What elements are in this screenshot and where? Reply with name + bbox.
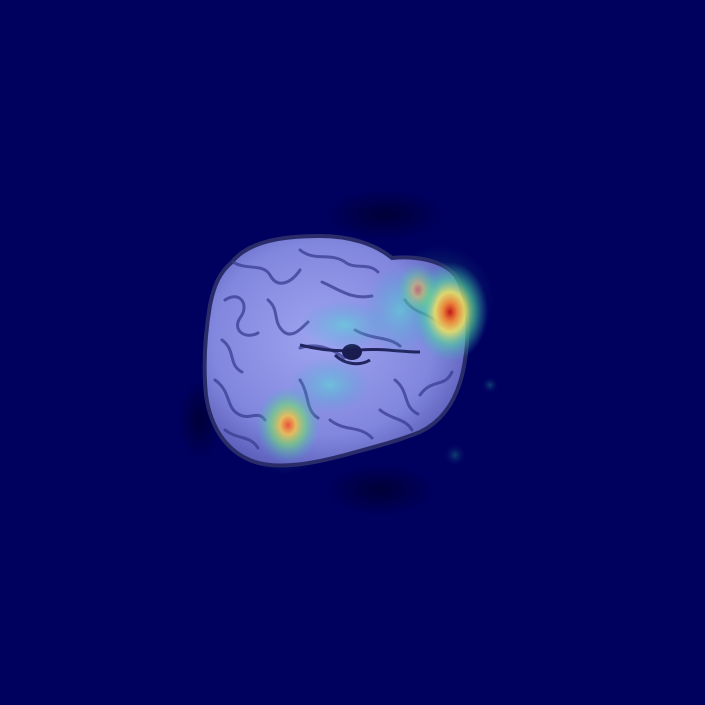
heatmap-hotspot-secondary — [396, 262, 440, 318]
heatmap-hotspot-occipital — [256, 387, 320, 463]
shadow-halo — [178, 189, 499, 516]
